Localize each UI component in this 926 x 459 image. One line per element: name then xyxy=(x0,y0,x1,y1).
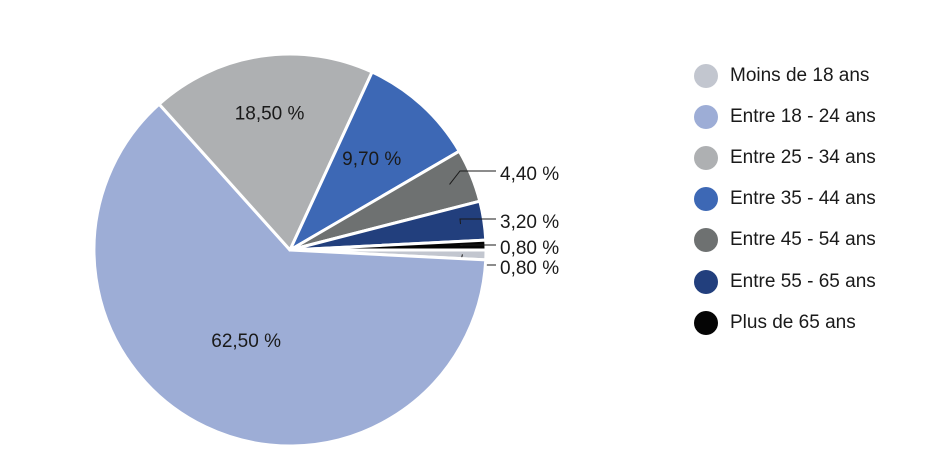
legend: Moins de 18 ans Entre 18 - 24 ans Entre 25… xyxy=(694,55,876,343)
data-label-45-54: 4,40 % xyxy=(500,164,559,185)
legend-label-lt18: Moins de 18 ans xyxy=(730,64,870,86)
pie-slice-35-44 xyxy=(288,70,461,252)
legend-swatch-lt18 xyxy=(694,63,718,88)
legend-label-35-44: Entre 35 - 44 ans xyxy=(730,188,876,210)
legend-swatch-35-44 xyxy=(694,187,718,212)
legend-swatch-45-54 xyxy=(694,228,718,253)
data-label-gt65: 0,80 % xyxy=(500,238,559,259)
legend-swatch-25-34 xyxy=(694,145,718,170)
legend-item-55-65: Entre 55 - 65 ans xyxy=(694,261,876,302)
data-label-lt18: 0,80 % xyxy=(500,258,559,279)
legend-label-18-24: Entre 18 - 24 ans xyxy=(730,105,876,127)
legend-item-18-24: Entre 18 - 24 ans xyxy=(694,96,876,137)
data-label-25-34: 18,50 % xyxy=(235,103,305,124)
pie-slice-25-34 xyxy=(157,52,374,252)
leader-line-gt65 xyxy=(459,244,496,247)
pie-slice-18-24 xyxy=(92,102,488,448)
legend-label-45-54: Entre 45 - 54 ans xyxy=(730,229,876,251)
legend-label-gt65: Plus de 65 ans xyxy=(730,311,856,333)
legend-item-35-44: Entre 35 - 44 ans xyxy=(694,179,876,220)
data-label-18-24: 62,50 % xyxy=(211,331,281,352)
legend-item-45-54: Entre 45 - 54 ans xyxy=(694,220,876,261)
legend-swatch-18-24 xyxy=(694,104,718,129)
data-label-55-65: 3,20 % xyxy=(500,212,559,233)
leader-line-45-54 xyxy=(449,170,496,185)
legend-label-25-34: Entre 25 - 34 ans xyxy=(730,146,876,168)
legend-item-lt18: Moins de 18 ans xyxy=(694,55,876,96)
legend-swatch-55-65 xyxy=(694,269,718,294)
legend-item-gt65: Plus de 65 ans xyxy=(694,302,876,343)
data-label-35-44: 9,70 % xyxy=(342,149,401,170)
legend-item-25-34: Entre 25 - 34 ans xyxy=(694,137,876,178)
legend-label-55-65: Entre 55 - 65 ans xyxy=(730,270,876,292)
leader-line-55-65 xyxy=(459,218,496,225)
legend-swatch-gt65 xyxy=(694,310,718,335)
